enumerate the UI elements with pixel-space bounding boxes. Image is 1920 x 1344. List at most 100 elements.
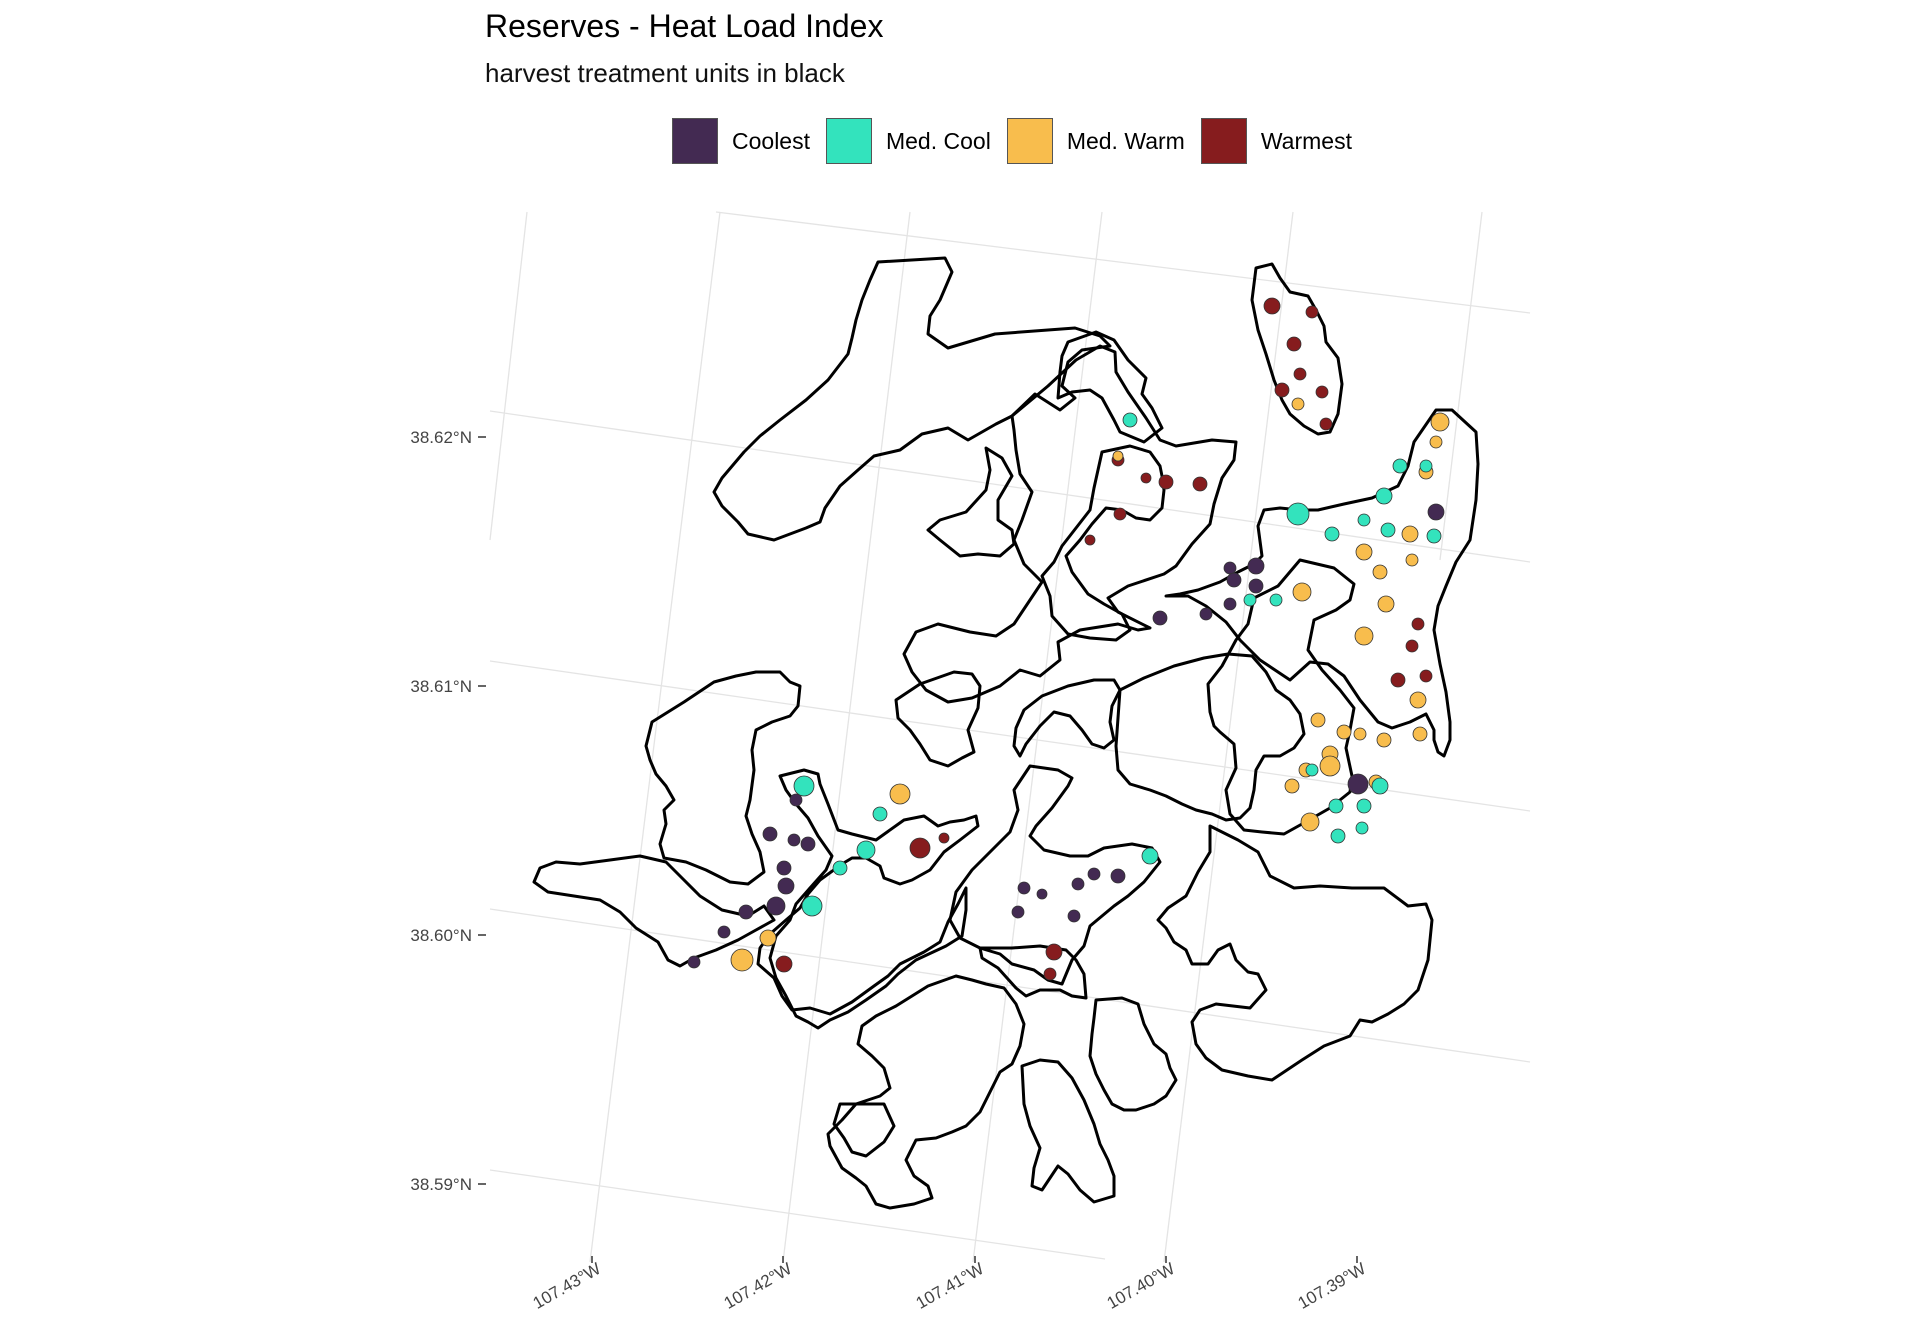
- patch-coolest: [777, 877, 795, 895]
- patch-warmest: [1411, 617, 1425, 631]
- patch-warmest: [1419, 669, 1433, 683]
- graticule: [489, 211, 1531, 1263]
- patch-med-cool: [801, 895, 823, 917]
- patch-med-warm: [1354, 626, 1374, 646]
- patch-med-warm: [1401, 525, 1419, 543]
- patch-med-cool: [1426, 528, 1442, 544]
- patch-med-cool: [856, 840, 876, 860]
- patch-med-cool: [1371, 777, 1389, 795]
- patch-coolest: [1011, 905, 1025, 919]
- patch-coolest: [776, 860, 792, 876]
- patch-warmest: [909, 837, 931, 859]
- patch-coolest: [1226, 572, 1242, 588]
- patch-med-cool: [872, 806, 888, 822]
- legend-item-med-cool: Med. Cool: [825, 118, 991, 164]
- patch-med-cool: [1419, 459, 1433, 473]
- patch-warmest: [1045, 943, 1063, 961]
- patch-coolest: [1223, 597, 1237, 611]
- unit-outline: [712, 256, 1112, 542]
- patch-coolest: [1347, 773, 1369, 795]
- patch-med-cool: [1355, 821, 1369, 835]
- patch-med-warm: [1284, 778, 1300, 794]
- patch-coolest: [687, 955, 701, 969]
- patch-warmest: [1263, 297, 1281, 315]
- patch-med-warm: [1112, 450, 1124, 462]
- patch-med-warm: [1336, 724, 1352, 740]
- legend-label: Med. Warm: [1066, 127, 1185, 154]
- heat-load-patches: [687, 297, 1450, 981]
- patch-warmest: [1192, 476, 1208, 492]
- patch-med-cool: [1392, 458, 1408, 474]
- patch-med-warm: [759, 929, 777, 947]
- legend: Coolest Med. Cool Med. Warm Warmest: [672, 118, 1368, 164]
- legend-swatch-med-cool: [825, 118, 872, 164]
- patch-med-warm: [1355, 543, 1373, 561]
- patch-coolest: [1036, 888, 1048, 900]
- unit-outline: [1114, 652, 1306, 822]
- patch-warmest: [1390, 672, 1406, 688]
- legend-label: Warmest: [1260, 127, 1352, 154]
- y-tick-label: 38.59°N: [410, 1175, 472, 1194]
- patch-coolest: [1110, 868, 1126, 884]
- y-tick-label: 38.60°N: [410, 926, 472, 945]
- x-axis-labels: 107.43°W 107.42°W 107.41°W 107.40°W 107.…: [530, 1259, 1369, 1313]
- patch-med-warm: [1376, 732, 1392, 748]
- patch-med-warm: [1377, 595, 1395, 613]
- patch-med-warm: [1405, 553, 1419, 567]
- x-tick-label: 107.43°W: [530, 1259, 604, 1313]
- patch-med-cool: [1324, 526, 1340, 542]
- patch-warmest: [1305, 305, 1319, 319]
- patch-med-cool: [1380, 522, 1396, 538]
- x-tick-label: 107.41°W: [913, 1259, 987, 1313]
- patch-med-cool: [1122, 412, 1138, 428]
- unit-outline: [902, 344, 1238, 704]
- unit-outline: [926, 446, 1016, 558]
- patch-med-warm: [889, 783, 911, 805]
- patch-med-warm: [1310, 712, 1326, 728]
- patch-coolest: [717, 925, 731, 939]
- patch-med-warm: [730, 948, 754, 972]
- patch-warmest: [1286, 336, 1302, 352]
- patch-coolest: [1247, 557, 1265, 575]
- patch-med-cool: [1357, 513, 1371, 527]
- unit-outline: [1156, 824, 1434, 1082]
- patch-coolest: [789, 793, 803, 807]
- patch-coolest: [1199, 607, 1213, 621]
- map-title: Reserves - Heat Load Index: [485, 8, 884, 44]
- patch-warmest: [1274, 382, 1290, 398]
- patch-med-warm: [1412, 726, 1428, 742]
- patch-med-warm: [1372, 564, 1388, 580]
- patch-coolest: [1223, 561, 1237, 575]
- patch-med-warm: [1300, 812, 1320, 832]
- patch-med-warm: [1430, 412, 1450, 432]
- legend-swatch-warmest: [1200, 118, 1247, 164]
- x-tick-label: 107.42°W: [721, 1259, 795, 1313]
- patch-warmest: [1319, 417, 1333, 431]
- patch-med-warm: [1292, 582, 1312, 602]
- patch-med-cool: [1330, 828, 1346, 844]
- patch-warmest: [1113, 507, 1127, 521]
- unit-outline: [1040, 444, 1166, 642]
- legend-item-coolest: Coolest: [672, 118, 810, 164]
- patch-med-cool: [1328, 798, 1344, 814]
- patch-med-warm: [1319, 755, 1341, 777]
- patch-warmest: [775, 955, 793, 973]
- unit-outline: [1206, 558, 1356, 836]
- legend-swatch-coolest: [672, 118, 718, 164]
- legend-label: Med. Cool: [885, 127, 991, 154]
- patch-coolest: [1087, 867, 1101, 881]
- legend-item-med-warm: Med. Warm: [1006, 118, 1185, 164]
- unit-outline: [1056, 330, 1164, 444]
- patch-med-cool: [832, 860, 848, 876]
- patch-med-cool: [1141, 847, 1159, 865]
- patch-med-cool: [1243, 593, 1257, 607]
- x-tick-label: 107.40°W: [1104, 1259, 1178, 1313]
- y-axis-labels: 38.62°N 38.61°N 38.60°N 38.59°N: [410, 428, 472, 1194]
- map-subtitle: harvest treatment units in black: [485, 58, 845, 88]
- patch-med-warm: [1291, 397, 1305, 411]
- unit-outline: [832, 1102, 896, 1158]
- patch-coolest: [787, 833, 801, 847]
- patch-med-warm: [1429, 435, 1443, 449]
- patch-coolest: [1067, 909, 1081, 923]
